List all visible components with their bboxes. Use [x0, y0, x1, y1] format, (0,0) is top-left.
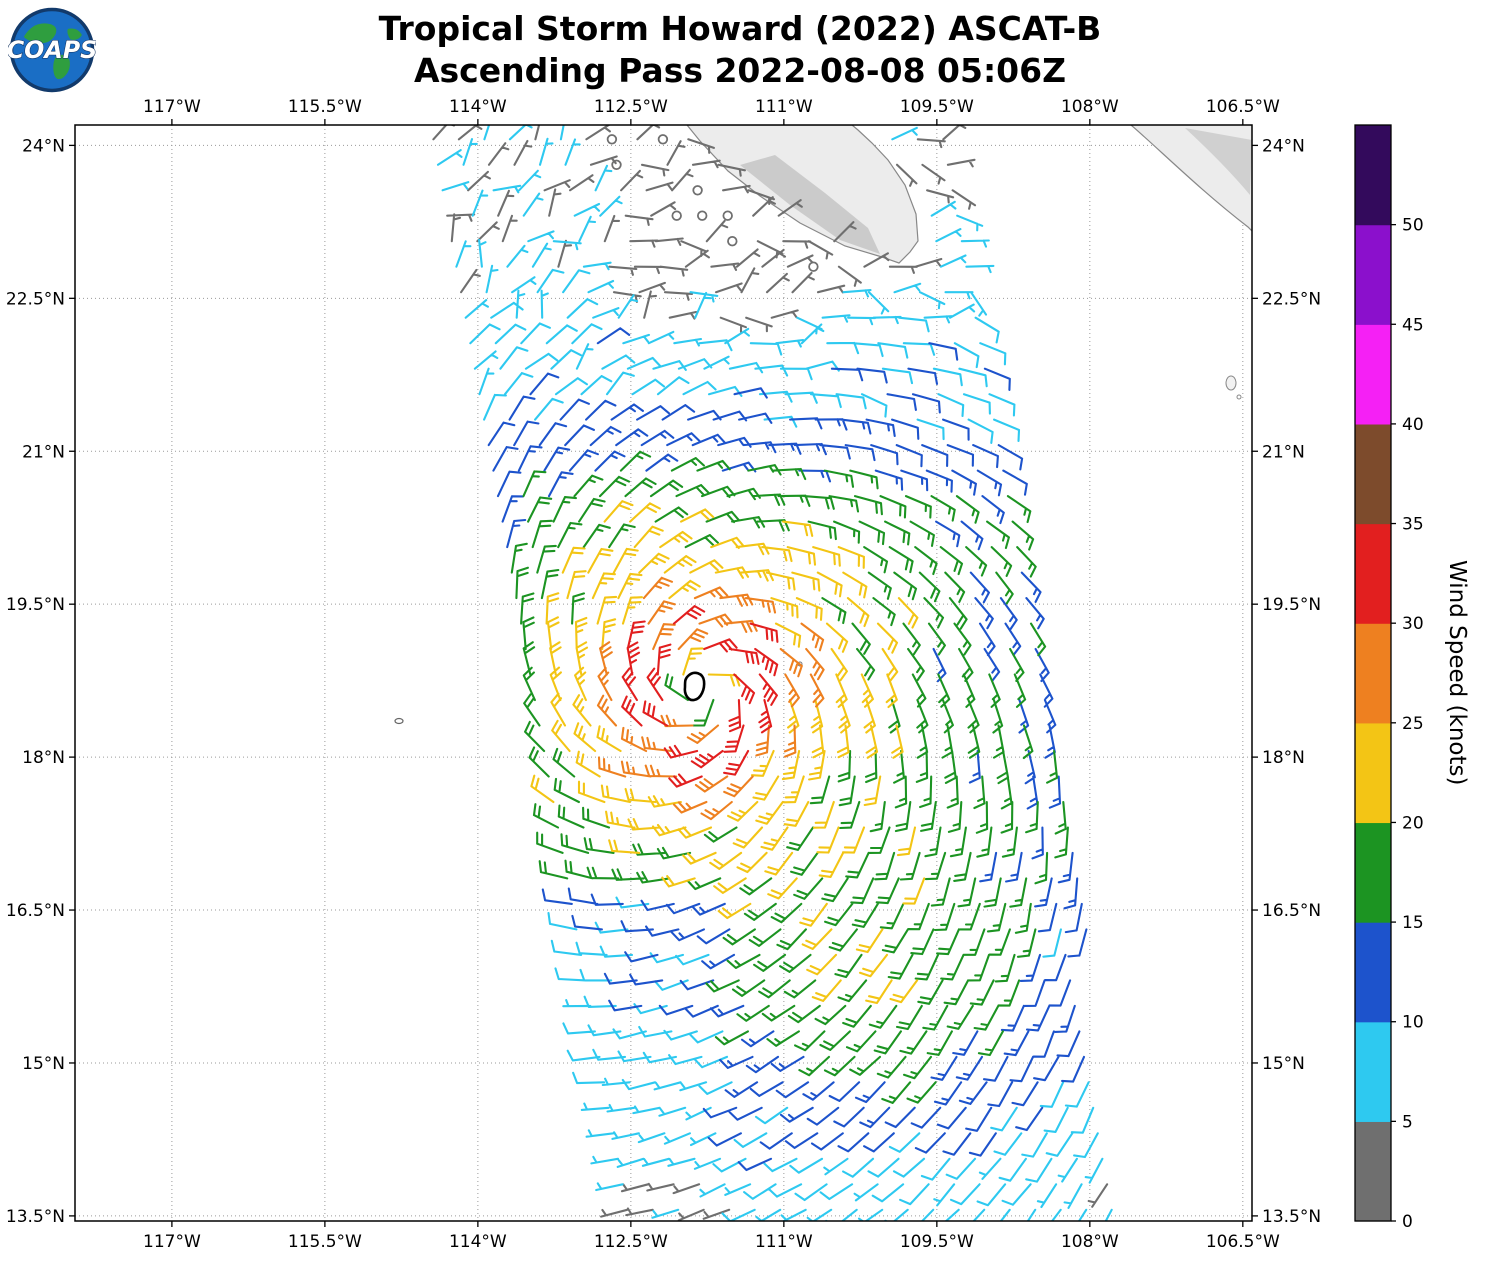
colorbar-segment — [1355, 224, 1391, 325]
colorbar-segment — [1355, 523, 1391, 624]
x-tick-label-top: 115.5°W — [288, 97, 362, 117]
y-tick-label-left: 15°N — [22, 1054, 65, 1074]
colorbar-tick-label: 5 — [1402, 1112, 1413, 1132]
colorbar-outline — [1354, 124, 1392, 1222]
wind-barb-path — [621, 605, 779, 788]
calm-wind-circle — [657, 134, 669, 145]
logo-landmass-north — [23, 23, 57, 44]
wind-barb-path — [596, 576, 825, 821]
y-tick-label-left: 19.5°N — [6, 595, 65, 615]
x-tick-label-bottom: 112.5°W — [594, 1232, 668, 1252]
calm-wind-circle — [671, 210, 682, 221]
chart-subtitle: Ascending Pass 2022-08-08 05:06Z — [413, 51, 1067, 91]
chart-title: Tropical Storm Howard (2022) ASCAT-B — [378, 9, 1102, 48]
y-tick-label-left: 16.5°N — [6, 901, 65, 921]
colorbar-segment — [1355, 722, 1391, 824]
logo-landmass-east — [67, 28, 82, 40]
calm-wind-circle — [808, 261, 819, 272]
wind-barb-path — [432, 125, 1109, 1221]
x-tick-label-bottom: 106.5°W — [1206, 1232, 1280, 1252]
islas-marias-island — [1225, 375, 1237, 391]
tiny-islet — [394, 717, 404, 725]
y-tick-label-left: 22.5°N — [6, 289, 65, 309]
small-island — [1236, 394, 1242, 400]
colorbar-tick-label: 50 — [1402, 216, 1424, 236]
colorbar-segment — [1355, 1121, 1391, 1222]
y-tick-label-right: 22.5°N — [1262, 289, 1321, 309]
y-tick-label-left: 24°N — [22, 136, 65, 156]
storm-center-contour — [683, 671, 706, 702]
colorbar-label: Wind Speed (knots) — [1444, 560, 1470, 786]
x-tick-label-bottom: 109.5°W — [900, 1232, 974, 1252]
x-tick-label-top: 112.5°W — [594, 97, 668, 117]
wind-barbs — [432, 125, 1113, 1221]
calm-wind-circle — [606, 134, 618, 145]
colorbar-tick-label: 45 — [1402, 315, 1424, 335]
calm-wind-circle — [692, 185, 703, 196]
y-tick-label-right: 24°N — [1262, 136, 1305, 156]
coaps-logo: COAPS — [8, 7, 96, 93]
colorbar — [1354, 124, 1396, 1222]
logo-text: COAPS — [8, 36, 96, 64]
plot-frame — [74, 124, 1253, 1222]
colorbar-segment — [1355, 623, 1391, 724]
x-tick-label-bottom: 117°W — [143, 1232, 201, 1252]
colorbar-segment — [1355, 822, 1391, 923]
x-tick-label-top: 108°W — [1061, 97, 1119, 117]
colorbar-tick-label: 30 — [1402, 614, 1424, 634]
wind-barb-path — [530, 500, 926, 1005]
colorbar-tick-label: 40 — [1402, 415, 1424, 435]
axis-ticks — [69, 119, 1258, 1227]
wind-barb-path — [436, 125, 1113, 1221]
colorbar-segment — [1355, 1021, 1391, 1122]
calm-wind-circle — [611, 159, 622, 171]
calm-wind-circle — [722, 210, 733, 221]
y-tick-label-left: 21°N — [22, 442, 65, 462]
colorbar-tick-label: 25 — [1402, 714, 1424, 734]
y-tick-label-right: 15°N — [1262, 1054, 1305, 1074]
colorbar-segment — [1355, 125, 1391, 226]
logo-landmass-south — [53, 54, 70, 80]
y-tick-label-left: 18°N — [22, 748, 65, 768]
y-tick-label-right: 16.5°N — [1262, 901, 1321, 921]
x-tick-label-top: 111°W — [755, 97, 813, 117]
y-tick-label-left: 13.5°N — [6, 1207, 65, 1227]
x-tick-label-top: 109.5°W — [900, 97, 974, 117]
y-tick-label-right: 19.5°N — [1262, 595, 1321, 615]
calm-wind-circle — [697, 210, 708, 221]
wind-barb-path — [487, 327, 1088, 1172]
y-tick-label-right: 13.5°N — [1262, 1207, 1321, 1227]
title-block: Tropical Storm Howard (2022) ASCAT-B Asc… — [60, 8, 1420, 92]
x-tick-label-top: 114°W — [449, 97, 507, 117]
x-tick-label-top: 106.5°W — [1206, 97, 1280, 117]
calm-wind-circle — [727, 235, 738, 247]
colorbar-segment — [1355, 324, 1391, 425]
y-tick-label-right: 18°N — [1262, 748, 1305, 768]
colorbar-tick-label: 35 — [1402, 515, 1424, 535]
colorbar-segment — [1355, 922, 1391, 1023]
mainland-terrain-shading — [1185, 128, 1252, 195]
x-tick-label-top: 117°W — [143, 97, 201, 117]
colorbar-tick-label: 10 — [1402, 1013, 1424, 1033]
colorbar-tick-label: 20 — [1402, 813, 1424, 833]
y-tick-label-right: 21°N — [1262, 442, 1305, 462]
x-tick-label-bottom: 114°W — [449, 1232, 507, 1252]
colorbar-tick-label: 15 — [1402, 913, 1424, 933]
colorbar-segment — [1355, 423, 1391, 525]
x-tick-label-bottom: 108°W — [1061, 1232, 1119, 1252]
wind-barb-path — [510, 450, 1069, 1104]
x-tick-label-bottom: 111°W — [755, 1232, 813, 1252]
x-tick-label-bottom: 115.5°W — [288, 1232, 362, 1252]
colorbar-tick-label: 0 — [1402, 1212, 1413, 1232]
